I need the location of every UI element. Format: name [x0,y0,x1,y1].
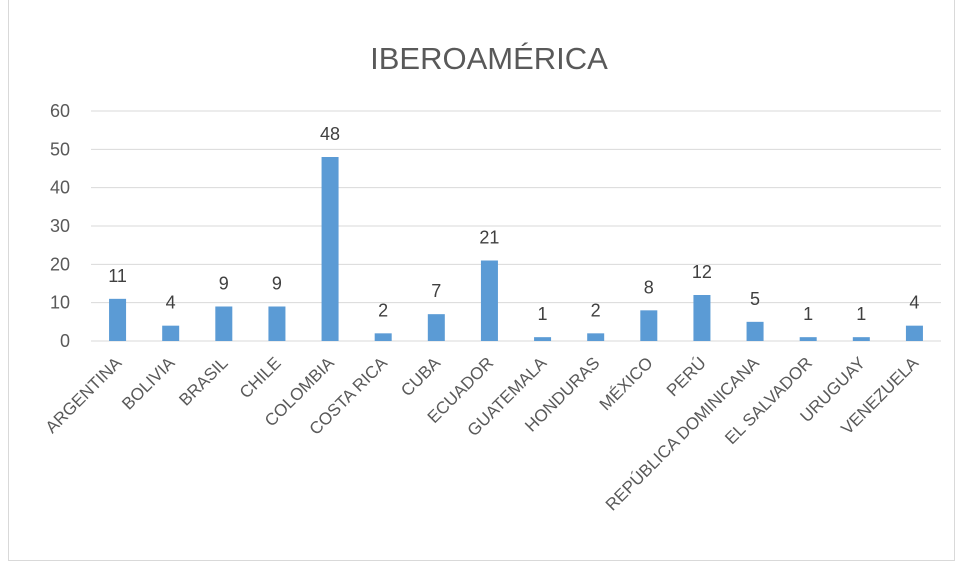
data-label-cuba: 7 [431,281,441,301]
category-label-bolivia: BOLIVIA [118,353,179,414]
chart-title: IBEROAMÉRICA [370,41,608,76]
bar-perú [693,295,711,341]
data-label-bolivia: 4 [166,293,176,313]
data-label-argentina: 11 [108,266,127,286]
bar-bolivia [162,325,180,341]
category-label-méxico: MÉXICO [596,353,657,414]
bar-cuba [427,314,445,341]
bar-brasil [215,306,233,341]
bar-costa-rica [374,333,392,341]
data-label-el-salvador: 1 [803,304,813,324]
y-tick-label-10: 10 [50,293,70,313]
bars [109,157,923,341]
bar-colombia [321,157,339,341]
y-tick-label-50: 50 [50,139,70,159]
y-tick-label-0: 0 [60,331,70,351]
bar-uruguay [852,337,870,341]
y-axis-ticks: 0 10 20 30 40 50 60 [50,101,70,351]
data-label-república-dominicana: 5 [750,289,760,309]
bar-guatemala [534,337,552,341]
data-label-guatemala: 1 [538,304,548,324]
category-label-chile: CHILE [236,353,285,402]
category-label-brasil: BRASIL [175,353,231,409]
y-tick-label-30: 30 [50,216,70,236]
bar-méxico [640,310,658,341]
data-label-méxico: 8 [644,277,654,297]
data-label-honduras: 2 [591,300,601,320]
category-label-argentina: ARGENTINA [42,353,126,437]
y-tick-label-40: 40 [50,178,70,198]
data-label-brasil: 9 [219,274,229,294]
bar-ecuador [480,260,498,341]
data-label-chile: 9 [272,274,282,294]
bar-honduras [587,333,605,341]
data-label-colombia: 48 [320,124,340,144]
bar-república-dominicana [746,321,764,341]
bar-venezuela [905,325,923,341]
category-label-cuba: CUBA [397,353,444,400]
data-label-ecuador: 21 [479,228,499,248]
data-label-costa-rica: 2 [378,300,388,320]
data-label-perú: 12 [692,262,712,282]
bar-chile [268,306,286,341]
y-tick-label-20: 20 [50,254,70,274]
data-label-venezuela: 4 [909,293,919,313]
bar-argentina [109,298,127,341]
bar-el-salvador [799,337,817,341]
category-label-perú: PERÚ [663,353,710,400]
data-label-uruguay: 1 [856,304,866,324]
gridlines [91,110,941,342]
y-tick-label-60: 60 [50,101,70,121]
chart-frame [8,0,955,561]
